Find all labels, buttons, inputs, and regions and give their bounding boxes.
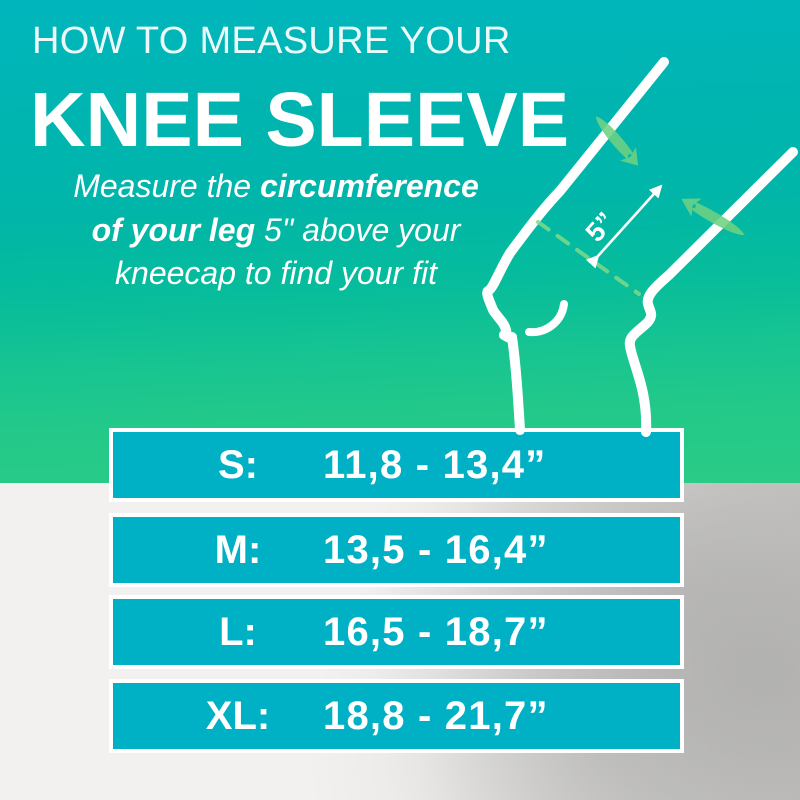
- svg-text:5”: 5”: [580, 206, 621, 247]
